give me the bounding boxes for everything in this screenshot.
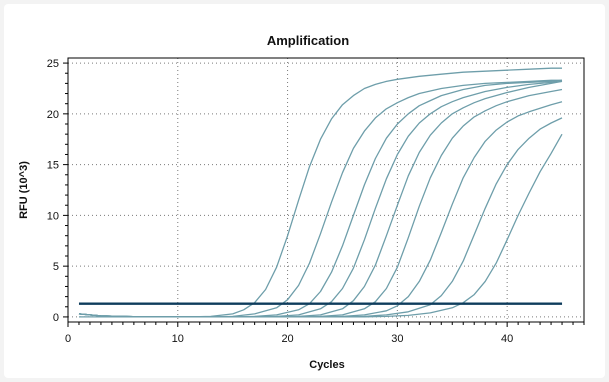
x-axis-label: Cycles bbox=[309, 359, 344, 371]
amplification-curve-9 bbox=[79, 133, 563, 318]
axis-ticks: 0 10 20 30 40 0 5 10 15 20 25 bbox=[47, 58, 585, 345]
y-tick-label: 0 bbox=[53, 312, 59, 324]
x-tick-label: 20 bbox=[281, 333, 293, 345]
x-tick-label: 0 bbox=[65, 333, 71, 345]
plot-frame bbox=[67, 57, 585, 323]
x-tick-label: 30 bbox=[391, 333, 403, 345]
y-axis-label: RFU (10^3) bbox=[18, 161, 30, 219]
amplification-curve-6 bbox=[78, 88, 563, 318]
y-tick-label: 20 bbox=[47, 109, 59, 121]
amplification-curves bbox=[78, 67, 563, 318]
amplification-curve-1 bbox=[78, 67, 562, 318]
y-tick-label: 25 bbox=[47, 58, 59, 70]
chart-title: Amplification bbox=[267, 33, 349, 48]
y-tick-label: 15 bbox=[47, 160, 59, 172]
y-tick-label: 5 bbox=[53, 261, 59, 273]
x-tick-label: 10 bbox=[172, 333, 184, 345]
y-tick-label: 10 bbox=[47, 210, 59, 222]
x-tick-label: 40 bbox=[501, 333, 513, 345]
amplification-curve-7 bbox=[78, 101, 563, 318]
amplification-curve-8 bbox=[78, 117, 563, 318]
